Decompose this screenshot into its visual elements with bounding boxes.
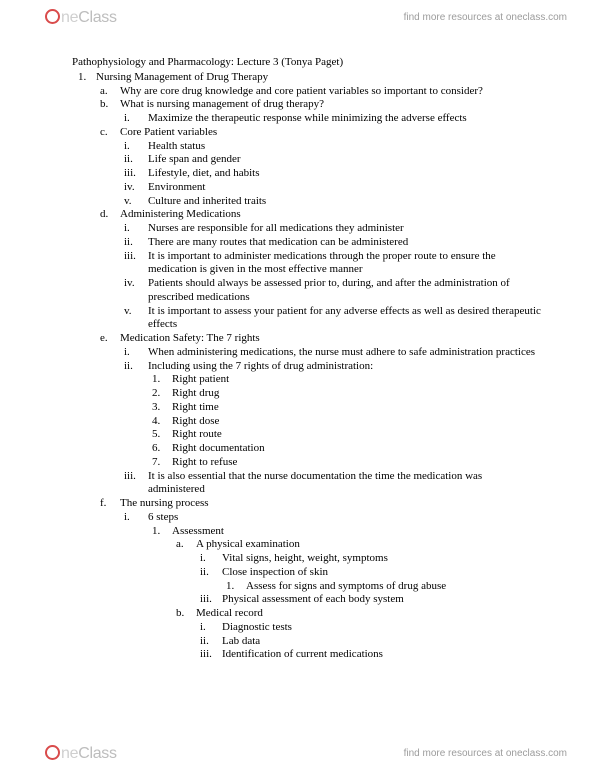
item-1e-ii: Including using the 7 rights of drug adm… [120, 360, 541, 470]
logo-text-class: Class [78, 745, 117, 763]
item-1d-iii: It is important to administer medication… [120, 250, 541, 278]
footer-tagline: find more resources at oneclass.com [404, 748, 567, 759]
right-3: Right time [148, 401, 541, 415]
item-1b-text: What is nursing management of drug thera… [120, 98, 324, 110]
item-1d: Administering Medications Nurses are res… [96, 208, 541, 332]
item-1f-text: The nursing process [120, 497, 209, 509]
step-1b-iii: Identification of current medications [196, 648, 541, 662]
step-1b-ii: Lab data [196, 635, 541, 649]
step-1a-ii: Close inspection of skin Assess for sign… [196, 566, 541, 594]
step-1a-text: A physical examination [196, 538, 300, 550]
logo-ring-icon [45, 9, 60, 24]
logo-text-class: Class [78, 9, 117, 27]
item-1f-i-text: 6 steps [148, 511, 178, 523]
step-1-text: Assessment [172, 525, 224, 537]
item-1c-iii: Lifestyle, diet, and habits [120, 167, 541, 181]
right-2: Right drug [148, 387, 541, 401]
step-1a-ii-text: Close inspection of skin [222, 566, 328, 578]
item-1d-iv: Patients should always be assessed prior… [120, 277, 541, 305]
item-1: Nursing Management of Drug Therapy Why a… [72, 71, 541, 662]
doc-title: Pathophysiology and Pharmacology: Lectur… [72, 56, 541, 70]
item-1d-text: Administering Medications [120, 208, 241, 220]
brand-logo: neClass [44, 7, 117, 27]
item-1-text: Nursing Management of Drug Therapy [96, 71, 268, 83]
header-tagline: find more resources at oneclass.com [404, 12, 567, 23]
page-footer: neClass find more resources at oneclass.… [0, 736, 595, 770]
logo-text-one: ne [61, 9, 78, 27]
item-1b: What is nursing management of drug thera… [96, 98, 541, 126]
right-1: Right patient [148, 373, 541, 387]
step-1b-text: Medical record [196, 607, 263, 619]
item-1a: Why are core drug knowledge and core pat… [96, 85, 541, 99]
right-4: Right dose [148, 415, 541, 429]
item-1c-i: Health status [120, 140, 541, 154]
item-1e: Medication Safety: The 7 rights When adm… [96, 332, 541, 497]
right-6: Right documentation [148, 442, 541, 456]
brand-logo-footer: neClass [44, 743, 117, 763]
item-1e-iii: It is also essential that the nurse docu… [120, 470, 541, 498]
step-1a-i: Vital signs, height, weight, symptoms [196, 552, 541, 566]
item-1c-text: Core Patient variables [120, 126, 217, 138]
right-5: Right route [148, 428, 541, 442]
logo-ring-icon [45, 745, 60, 760]
item-1f-i: 6 steps Assessment A physical examinatio… [120, 511, 541, 662]
step-1b-i: Diagnostic tests [196, 621, 541, 635]
item-1d-i: Nurses are responsible for all medicatio… [120, 222, 541, 236]
step-1b: Medical record Diagnostic tests Lab data… [172, 607, 541, 662]
item-1c-v: Culture and inherited traits [120, 195, 541, 209]
step-1a-iii: Physical assessment of each body system [196, 593, 541, 607]
step-1a: A physical examination Vital signs, heig… [172, 538, 541, 607]
right-7: Right to refuse [148, 456, 541, 470]
logo-text-one: ne [61, 745, 78, 763]
step-1a-ii-1: Assess for signs and symptoms of drug ab… [222, 580, 541, 594]
step-1: Assessment A physical examination Vital … [148, 525, 541, 663]
item-1e-ii-text: Including using the 7 rights of drug adm… [148, 360, 373, 372]
item-1d-v: It is important to assess your patient f… [120, 305, 541, 333]
item-1c-ii: Life span and gender [120, 153, 541, 167]
item-1c-iv: Environment [120, 181, 541, 195]
item-1e-text: Medication Safety: The 7 rights [120, 332, 260, 344]
document-body: Pathophysiology and Pharmacology: Lectur… [72, 56, 541, 718]
item-1d-ii: There are many routes that medication ca… [120, 236, 541, 250]
item-1b-i: Maximize the therapeutic response while … [120, 112, 541, 126]
item-1c: Core Patient variables Health status Lif… [96, 126, 541, 209]
item-1e-i: When administering medications, the nurs… [120, 346, 541, 360]
page-header: neClass find more resources at oneclass.… [0, 0, 595, 34]
item-1f: The nursing process 6 steps Assessment A… [96, 497, 541, 662]
